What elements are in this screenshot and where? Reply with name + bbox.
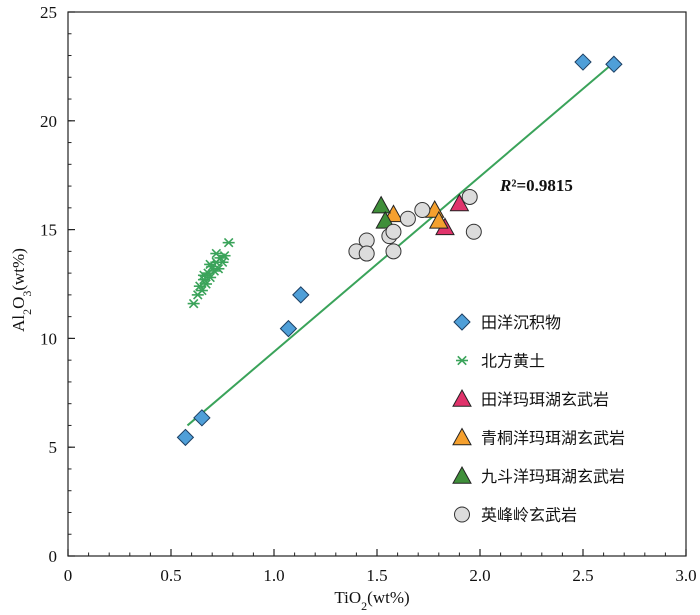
- data-point: [222, 237, 235, 248]
- series-4: [383, 199, 449, 229]
- legend-item: 田洋玛珥湖玄武岩: [452, 388, 609, 409]
- legend-marker: [453, 313, 471, 331]
- series-5: [371, 195, 396, 229]
- data-point: [385, 223, 402, 240]
- legend-marker: [452, 427, 472, 446]
- data-point: [176, 428, 195, 447]
- legend-item: 青桐洋玛珥湖玄武岩: [452, 427, 625, 448]
- data-point: [449, 193, 470, 212]
- data-point: [197, 270, 210, 281]
- x-tick-label: 2.0: [469, 566, 490, 585]
- data-point: [371, 195, 391, 214]
- data-point: [414, 202, 431, 219]
- y-tick-label: 10: [40, 329, 57, 348]
- legend-label: 英峰岭玄武岩: [481, 506, 577, 525]
- data-point: [428, 210, 449, 229]
- data-point: [212, 264, 225, 274]
- series-6: [348, 188, 482, 262]
- legend-item: 英峰岭玄武岩: [454, 506, 577, 525]
- x-tick-label: 0.5: [160, 566, 181, 585]
- data-point: [574, 53, 592, 71]
- y-axis-label: Al2O3(wt%): [9, 248, 34, 332]
- legend-item: 北方黄土: [456, 352, 545, 371]
- x-axis-ticks: 0 0.5 1.0 1.5 2.0 2.5 3.0: [64, 549, 697, 585]
- data-point: [465, 223, 482, 240]
- legend-label: 北方黄土: [481, 352, 545, 371]
- data-point: [385, 243, 402, 260]
- legend-label: 青桐洋玛珥湖玄武岩: [481, 429, 625, 448]
- x-tick-label: 1.5: [366, 566, 387, 585]
- x-axis-label: TiO2(wt%): [334, 588, 409, 613]
- legend-item: 九斗洋玛珥湖玄武岩: [452, 465, 625, 486]
- legend-label: 田洋玛珥湖玄武岩: [481, 390, 609, 409]
- y-axis-ticks: 0 5 10 15 20 25: [40, 3, 75, 566]
- series-1: [176, 53, 623, 447]
- legend-item: 田洋沉积物: [453, 313, 561, 332]
- legend-marker: [452, 388, 472, 407]
- data-point: [210, 248, 223, 259]
- data-points: [176, 53, 623, 447]
- legend-label: 田洋沉积物: [481, 313, 561, 332]
- r-squared-annotation: R²=0.9815: [499, 176, 573, 195]
- data-point: [292, 286, 310, 304]
- x-tick-label: 0: [64, 566, 73, 585]
- series-2: [187, 237, 235, 309]
- y-tick-label: 0: [49, 547, 58, 566]
- data-point: [358, 245, 375, 262]
- data-point: [461, 188, 478, 205]
- legend-label: 九斗洋玛珥湖玄武岩: [481, 467, 625, 486]
- data-point: [195, 285, 208, 296]
- data-point: [193, 409, 211, 427]
- data-point: [204, 259, 217, 270]
- data-point: [605, 55, 623, 73]
- y-tick-label: 20: [40, 112, 57, 131]
- legend-marker: [452, 465, 472, 484]
- data-point: [399, 210, 416, 227]
- legend-marker: [454, 506, 470, 523]
- data-point: [200, 279, 213, 289]
- y-tick-label: 15: [40, 221, 57, 240]
- legend: 田洋沉积物北方黄土田洋玛珥湖玄武岩青桐洋玛珥湖玄武岩九斗洋玛珥湖玄武岩英峰岭玄武…: [452, 313, 625, 525]
- data-point: [279, 319, 298, 338]
- data-point: [191, 290, 204, 300]
- data-point: [375, 210, 396, 229]
- y-tick-label: 5: [49, 438, 58, 457]
- data-point: [187, 298, 200, 309]
- x-tick-label: 3.0: [675, 566, 696, 585]
- annotation-value: ²=0.9815: [511, 176, 573, 195]
- trendline: [186, 63, 613, 427]
- data-point: [383, 204, 404, 223]
- annotation-variable: R: [499, 176, 511, 195]
- data-point: [216, 257, 229, 268]
- legend-marker: [456, 355, 468, 366]
- x-tick-label: 2.5: [572, 566, 593, 585]
- x-tick-label: 1.0: [263, 566, 284, 585]
- y-tick-label: 25: [40, 3, 57, 22]
